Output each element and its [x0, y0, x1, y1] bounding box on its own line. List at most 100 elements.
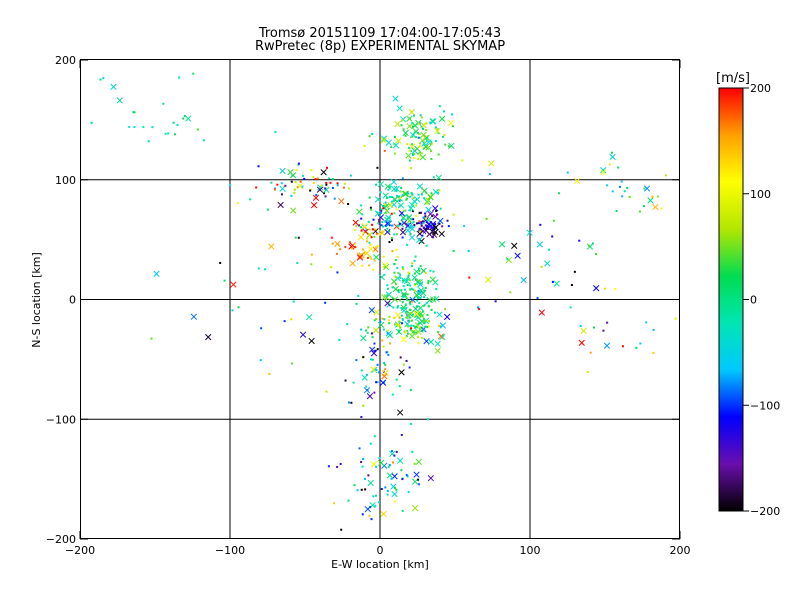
scatter-point — [652, 328, 655, 331]
x-axis-label: E-W location [km] — [331, 558, 429, 571]
scatter-point — [375, 183, 378, 186]
scatter-point — [355, 225, 358, 228]
scatter-point — [408, 366, 411, 369]
colorbar-tick-label: 0 — [750, 294, 757, 307]
scatter-point-cross — [448, 142, 455, 150]
scatter-point — [418, 122, 421, 125]
scatter-point — [437, 153, 440, 156]
scatter-point-cross — [447, 119, 454, 127]
scatter-point — [382, 255, 385, 258]
scatter-point-cross — [377, 321, 385, 329]
scatter-point — [660, 207, 663, 210]
scatter-point-cross — [586, 243, 594, 250]
scatter-point — [331, 178, 334, 181]
scatter-point — [416, 131, 419, 134]
scatter-point — [417, 267, 420, 270]
scatter-point — [330, 236, 333, 239]
scatter-point — [552, 219, 555, 222]
scatter-point — [410, 192, 413, 195]
scatter-point — [438, 189, 441, 192]
scatter-point — [290, 194, 293, 197]
scatter-point-cross — [367, 245, 374, 253]
scatter-point — [409, 195, 412, 198]
scatter-point-cross — [434, 347, 441, 354]
scatter-point — [346, 323, 349, 326]
scatter-point — [219, 261, 222, 264]
scatter-point-cross — [426, 231, 433, 238]
scatter-point-cross — [338, 198, 345, 205]
scatter-point — [280, 182, 283, 185]
scatter-point-cross — [400, 291, 408, 298]
scatter-point — [379, 191, 382, 194]
scatter-point — [362, 404, 365, 407]
scatter-point — [360, 229, 363, 232]
scatter-point — [333, 197, 336, 200]
scatter-point — [396, 194, 399, 197]
scatter-point — [506, 258, 509, 261]
scatter-point — [339, 248, 342, 251]
scatter-point — [325, 390, 328, 393]
scatter-point — [266, 208, 269, 211]
scatter-point — [412, 218, 415, 221]
scatter-point — [316, 177, 319, 180]
scatter-point-cross — [398, 369, 405, 376]
scatter-point — [178, 76, 181, 79]
scatter-point-cross — [383, 294, 391, 301]
scatter-point-cross — [413, 471, 420, 478]
scatter-point — [409, 303, 412, 306]
scatter-point — [361, 513, 364, 516]
scatter-point — [438, 222, 441, 225]
scatter-point — [427, 282, 430, 285]
scatter-point — [402, 363, 405, 366]
scatter-point — [401, 227, 404, 230]
scatter-point — [367, 326, 370, 329]
scatter-point — [384, 363, 387, 366]
scatter-point — [310, 253, 313, 256]
scatter-point — [360, 461, 363, 464]
scatter-point — [404, 303, 407, 306]
scatter-point-cross — [312, 194, 320, 201]
scatter-point — [373, 235, 376, 238]
scatter-point — [276, 183, 279, 186]
scatter-point-cross — [419, 154, 427, 161]
scatter-point-cross — [411, 198, 418, 205]
scatter-point — [362, 356, 365, 359]
scatter-point — [401, 177, 404, 180]
colorbar-tick-label: −100 — [750, 399, 780, 412]
scatter-point-cross — [408, 234, 416, 241]
scatter-point-cross — [427, 338, 435, 346]
scatter-point — [417, 222, 420, 225]
scatter-point — [290, 180, 293, 183]
scatter-point-cross — [600, 167, 607, 174]
scatter-point-cross — [413, 268, 420, 275]
scatter-point — [424, 215, 427, 218]
scatter-point-cross — [434, 340, 441, 347]
scatter-point — [395, 378, 398, 381]
scatter-point — [167, 132, 170, 135]
scatter-point — [557, 192, 560, 195]
scatter-point — [413, 462, 416, 465]
scatter-point-cross — [378, 273, 385, 281]
scatter-point — [223, 279, 226, 282]
scatter-point — [329, 266, 332, 269]
scatter-point-cross — [361, 374, 368, 381]
scatter-point-cross — [384, 300, 391, 307]
scatter-point-cross — [417, 281, 424, 288]
scatter-point — [642, 205, 645, 208]
scatter-point — [164, 132, 167, 135]
scatter-point-cross — [385, 291, 393, 298]
scatter-point — [151, 126, 154, 129]
scatter-point — [280, 193, 283, 196]
scatter-point — [411, 125, 414, 128]
scatter-point — [406, 243, 409, 246]
scatter-point — [374, 228, 377, 231]
colorbar-label: [m/s] — [716, 71, 750, 86]
scatter-point — [408, 299, 411, 302]
scatter-point — [589, 351, 592, 354]
scatter-point — [381, 317, 384, 320]
scatter-point — [421, 234, 424, 237]
scatter-point — [294, 181, 297, 184]
scatter-point — [417, 478, 420, 481]
scatter-point — [386, 227, 389, 230]
scatter-point-cross — [438, 115, 446, 122]
